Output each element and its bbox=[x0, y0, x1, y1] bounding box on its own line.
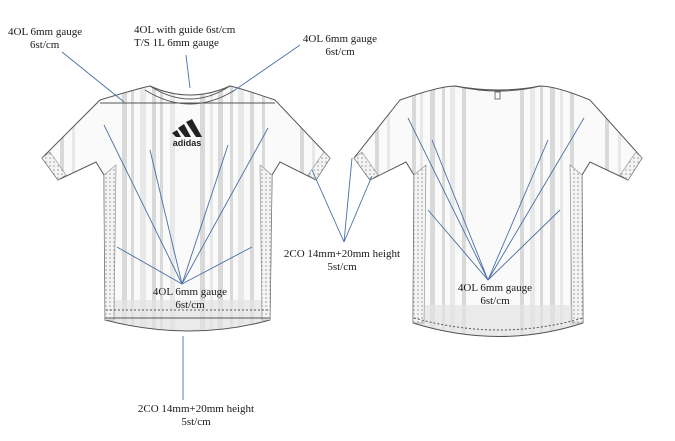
label-hem: 2CO 14mm+20mm height 5st/cm bbox=[137, 403, 255, 428]
label-collar-center: 4OL with guide 6st/cm T/S 1L 6mm gauge bbox=[134, 24, 236, 49]
brand-wordmark: adidas bbox=[173, 138, 202, 148]
label-collar-left: 4OL 6mm gauge 6st/cm bbox=[8, 26, 83, 51]
label-back-body: 4OL 6mm gauge 6st/cm bbox=[457, 282, 533, 307]
label-front-body: 4OL 6mm gauge 6st/cm bbox=[152, 286, 228, 311]
label-collar-right: 4OL 6mm gauge 6st/cm bbox=[302, 33, 378, 58]
three-bars-logo-icon bbox=[172, 119, 202, 137]
back-shirt bbox=[353, 85, 643, 337]
label-sleeve-cuff: 2CO 14mm+20mm height 5st/cm bbox=[283, 248, 401, 273]
callout-arrows bbox=[61, 44, 585, 400]
size-tag-icon bbox=[494, 91, 501, 100]
